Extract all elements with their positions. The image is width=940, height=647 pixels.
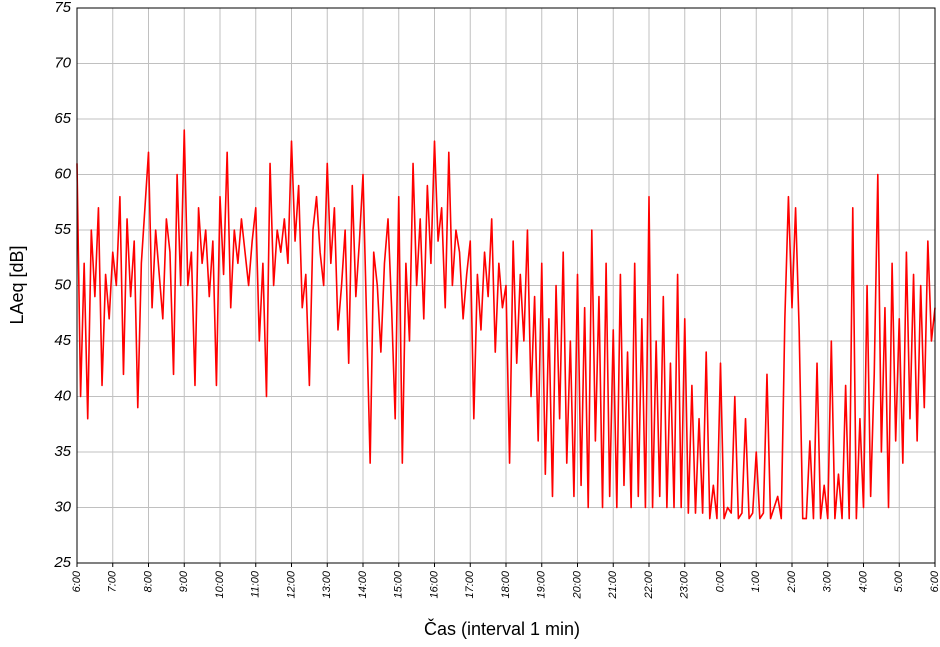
x-tick-label: 12:00 — [285, 570, 297, 598]
x-tick-label: 6:00 — [71, 570, 83, 592]
y-tick-label: 25 — [53, 554, 71, 571]
y-tick-label: 70 — [54, 54, 71, 71]
y-tick-label: 30 — [54, 498, 71, 515]
x-tick-label: 13:00 — [321, 570, 333, 598]
y-tick-label: 50 — [54, 276, 71, 293]
y-tick-label: 55 — [54, 221, 71, 238]
x-tick-label: 3:00 — [822, 570, 834, 592]
x-tick-label: 15:00 — [393, 570, 405, 598]
x-tick-label: 0:00 — [714, 570, 726, 592]
x-tick-label: 1:00 — [750, 570, 762, 592]
x-tick-label: 21:00 — [607, 570, 619, 599]
x-tick-label: 17:00 — [464, 570, 476, 598]
x-tick-label: 19:00 — [536, 570, 548, 598]
x-tick-label: 16:00 — [428, 570, 440, 598]
y-tick-label: 60 — [54, 165, 71, 182]
y-tick-label: 75 — [54, 0, 71, 16]
x-tick-label: 18:00 — [500, 570, 512, 598]
data-line — [76, 129, 936, 520]
x-tick-label: 10:00 — [214, 570, 226, 598]
x-tick-label: 7:00 — [107, 570, 119, 592]
y-tick-label: 35 — [54, 443, 71, 460]
plot-border — [76, 7, 936, 564]
x-tick-label: 23:00 — [679, 570, 691, 599]
y-tick-label: 65 — [54, 110, 71, 127]
y-tick-label: 45 — [54, 332, 71, 349]
x-tick-label: 20:00 — [571, 570, 583, 599]
x-axis-label: Čas (interval 1 min) — [424, 618, 580, 639]
x-tick-label: 8:00 — [142, 570, 154, 592]
y-tick-label: 40 — [54, 387, 71, 404]
x-tick-label: 5:00 — [893, 570, 905, 592]
x-tick-label: 22:00 — [643, 570, 655, 599]
x-tick-label: 2:00 — [786, 570, 798, 593]
x-tick-label: 14:00 — [357, 570, 369, 598]
x-tick-label: 9:00 — [178, 570, 190, 592]
y-axis-label: LAeq [dB] — [7, 245, 27, 324]
x-tick-label: 6:00 — [929, 570, 940, 592]
x-tick-label: 4:00 — [857, 570, 869, 592]
x-tick-label: 11:00 — [250, 570, 262, 598]
